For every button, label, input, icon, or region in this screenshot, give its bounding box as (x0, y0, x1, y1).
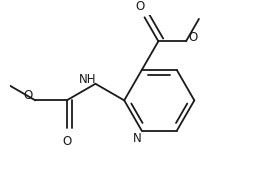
Text: O: O (62, 135, 71, 148)
Text: NH: NH (79, 73, 97, 86)
Text: O: O (135, 0, 145, 13)
Text: O: O (23, 89, 33, 102)
Text: O: O (189, 31, 198, 44)
Text: N: N (133, 132, 141, 145)
